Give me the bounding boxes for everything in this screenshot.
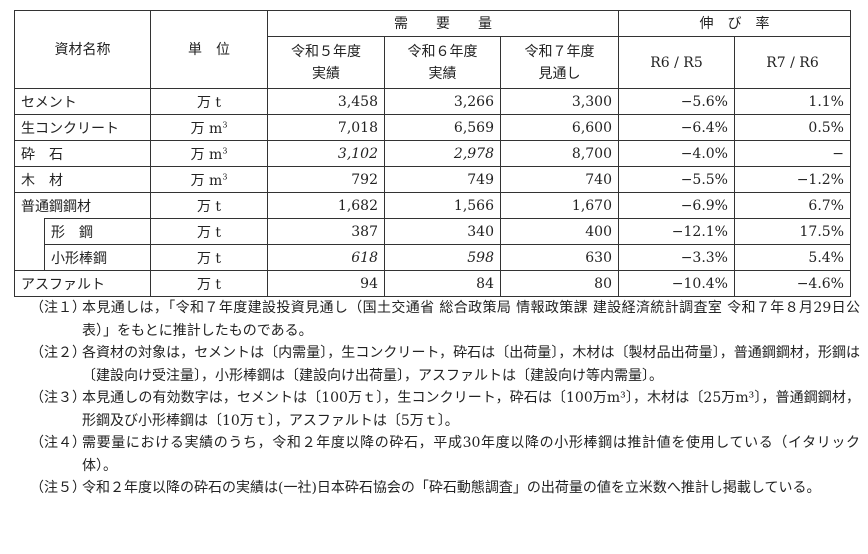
note-item: （注２） 各資材の対象は，セメントは〔内需量〕，生コンクリート，砕石は〔出荷量〕，… <box>30 342 860 387</box>
growth-r7-r6: 1.1% <box>734 88 851 115</box>
r7-forecast: 6,600 <box>500 114 619 141</box>
growth-r7-r6: 0.5% <box>734 114 851 141</box>
header-unit: 単 位 <box>150 10 268 89</box>
header-r7-forecast: 令和７年度 見通し <box>500 36 619 89</box>
material-demand-table: 資材名称 単 位 需 要 量 伸 び 率 令和５年度 実績 令和６年度 実績 令… <box>14 10 851 297</box>
r5-actual: 3,458 <box>267 88 385 115</box>
unit: 万 t <box>150 244 268 271</box>
r5-actual: 7,018 <box>267 114 385 141</box>
note-item: （注５） 令和２年度以降の砕石の実績は(一社)日本砕石協会の「砕石動態調査」の出荷… <box>30 477 860 500</box>
unit: 万 m3 <box>150 114 268 141</box>
note-item: （注４） 需要量における実績のうち，令和２年度以降の砕石，平成30年度以降の小形棒… <box>30 432 860 477</box>
r6-actual: 84 <box>384 270 501 297</box>
header-r6-r5: R6 / R5 <box>618 36 735 89</box>
growth-r6-r5: −12.1% <box>618 218 735 245</box>
note-text: 令和２年度以降の砕石の実績は(一社)日本砕石協会の「砕石動態調査」の出荷量の値を… <box>82 480 821 496</box>
note-text: 需要量における実績のうち，令和２年度以降の砕石，平成30年度以降の小形棒鋼は推計… <box>82 435 860 474</box>
material-name: アスファルト <box>14 270 151 297</box>
table-row: 生コンクリート万 m3 7,018 6,569 6,600 −6.4% 0.5% <box>14 114 851 141</box>
r7-forecast: 80 <box>500 270 619 297</box>
indent-cell <box>14 244 45 271</box>
growth-r7-r6: − <box>734 140 851 167</box>
note-text: 各資材の対象は，セメントは〔内需量〕，生コンクリート，砕石は〔出荷量〕，木材は〔… <box>82 345 860 384</box>
growth-r6-r5: −10.4% <box>618 270 735 297</box>
r5-actual: 792 <box>267 166 385 193</box>
note-item: （注１） 本見通しは，「令和７年度建設投資見通し（国土交通省 総合政策局 情報政策… <box>30 297 860 342</box>
r5-actual: 94 <box>267 270 385 297</box>
growth-r7-r6: 5.4% <box>734 244 851 271</box>
r5-actual: 618 <box>267 244 385 271</box>
r7-forecast: 630 <box>500 244 619 271</box>
notes: （注１） 本見通しは，「令和７年度建設投資見通し（国土交通省 総合政策局 情報政策… <box>30 297 860 500</box>
r7-forecast: 740 <box>500 166 619 193</box>
note-item: （注３） 本見通しの有効数字は，セメントは〔100万ｔ〕，生コンクリート，砕石は〔… <box>30 387 860 432</box>
table-row: 普通鋼鋼材万 t 1,682 1,566 1,670 −6.9% 6.7% <box>14 192 851 219</box>
unit: 万 t <box>150 88 268 115</box>
growth-r6-r5: −3.3% <box>618 244 735 271</box>
r7-forecast: 3,300 <box>500 88 619 115</box>
unit: 万 t <box>150 270 268 297</box>
r5-actual: 3,102 <box>267 140 385 167</box>
r6-actual: 340 <box>384 218 501 245</box>
table-row: セメント万 t 3,458 3,266 3,300 −5.6% 1.1% <box>14 88 851 115</box>
unit: 万 m3 <box>150 140 268 167</box>
r6-actual: 2,978 <box>384 140 501 167</box>
material-name: 普通鋼鋼材 <box>14 192 151 219</box>
growth-r6-r5: −6.4% <box>618 114 735 141</box>
material-name: 砕 石 <box>14 140 151 167</box>
material-name: 小形棒鋼 <box>44 244 151 271</box>
material-name: 形 鋼 <box>44 218 151 245</box>
growth-r7-r6: 17.5% <box>734 218 851 245</box>
r5-actual: 1,682 <box>267 192 385 219</box>
header-r7-r6: R7 / R6 <box>734 36 851 89</box>
header-growth: 伸 び 率 <box>618 10 851 37</box>
unit: 万 t <box>150 218 268 245</box>
note-label: （注３） <box>30 390 86 406</box>
r7-forecast: 8,700 <box>500 140 619 167</box>
r7-forecast: 1,670 <box>500 192 619 219</box>
indent-cell <box>14 218 45 245</box>
unit: 万 t <box>150 192 268 219</box>
header-r6-actual: 令和６年度 実績 <box>384 36 501 89</box>
table-row: 小形棒鋼万 t 618 598 630 −3.3% 5.4% <box>14 244 851 271</box>
material-name: 木 材 <box>14 166 151 193</box>
growth-r6-r5: −6.9% <box>618 192 735 219</box>
note-label: （注４） <box>30 435 86 451</box>
note-text: 本見通しの有効数字は，セメントは〔100万ｔ〕，生コンクリート，砕石は〔100万… <box>82 390 860 429</box>
header-r5-actual: 令和５年度 実績 <box>267 36 385 89</box>
note-text: 本見通しは，「令和７年度建設投資見通し（国土交通省 総合政策局 情報政策課 建設… <box>82 300 860 339</box>
material-name: 生コンクリート <box>14 114 151 141</box>
growth-r7-r6: −1.2% <box>734 166 851 193</box>
r6-actual: 749 <box>384 166 501 193</box>
table-row: アスファルト万 t 94 84 80 −10.4% −4.6% <box>14 270 851 297</box>
growth-r6-r5: −4.0% <box>618 140 735 167</box>
note-label: （注１） <box>30 300 86 316</box>
r6-actual: 3,266 <box>384 88 501 115</box>
table-row: 砕 石万 m3 3,102 2,978 8,700 −4.0% − <box>14 140 851 167</box>
table-body: セメント万 t 3,458 3,266 3,300 −5.6% 1.1% 生コンクリート万 … <box>14 88 851 297</box>
growth-r7-r6: 6.7% <box>734 192 851 219</box>
r6-actual: 598 <box>384 244 501 271</box>
r7-forecast: 400 <box>500 218 619 245</box>
note-label: （注２） <box>30 345 86 361</box>
growth-r7-r6: −4.6% <box>734 270 851 297</box>
table-row: 形 鋼万 t 387 340 400 −12.1% 17.5% <box>14 218 851 245</box>
growth-r6-r5: −5.5% <box>618 166 735 193</box>
unit: 万 m3 <box>150 166 268 193</box>
growth-r6-r5: −5.6% <box>618 88 735 115</box>
header-demand: 需 要 量 <box>267 10 619 37</box>
r6-actual: 1,566 <box>384 192 501 219</box>
table-row: 木 材万 m3 792 749 740 −5.5% −1.2% <box>14 166 851 193</box>
note-label: （注５） <box>30 480 86 496</box>
r5-actual: 387 <box>267 218 385 245</box>
header-material-name: 資材名称 <box>14 10 151 89</box>
r6-actual: 6,569 <box>384 114 501 141</box>
material-name: セメント <box>14 88 151 115</box>
